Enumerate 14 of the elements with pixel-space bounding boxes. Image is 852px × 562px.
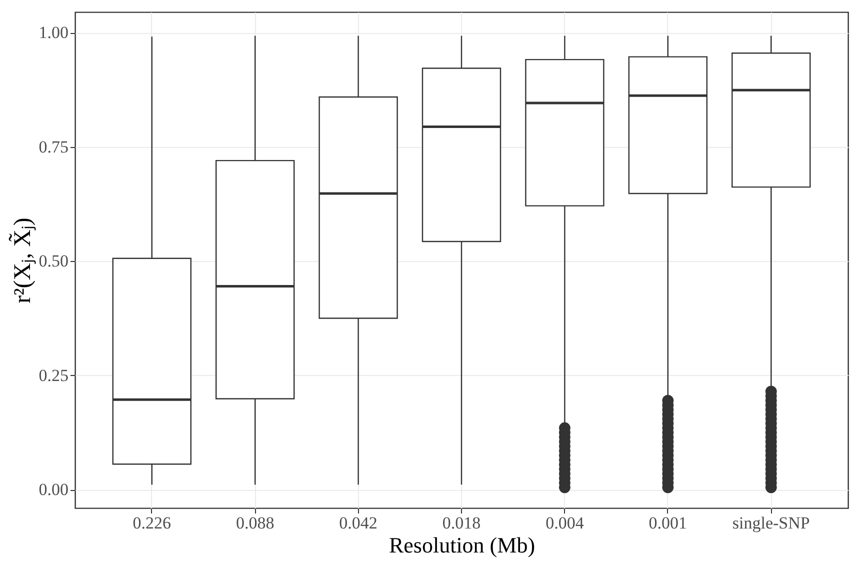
y-tick-label: 1.00 [38,23,68,42]
x-axis-title: Resolution (Mb) [388,532,536,558]
y-tick-label: 0.00 [38,480,68,500]
x-tick-label: 0.018 [442,514,481,532]
x-tick-label: single-SNP [732,514,810,532]
x-tick-label: 0.088 [236,514,274,532]
x-tick-label: 0.226 [132,514,172,532]
y-tick-label: 0.75 [38,137,68,156]
x-tick-label: 0.042 [339,514,378,532]
y-tick-label: 0.50 [38,252,68,271]
y-axis-title: r²(Xⱼ, X̃ⱼ) [8,218,36,304]
x-tick-label: 0.001 [648,514,688,532]
y-tick-label: 0.25 [38,366,68,385]
x-tick-label: 0.004 [546,514,584,532]
